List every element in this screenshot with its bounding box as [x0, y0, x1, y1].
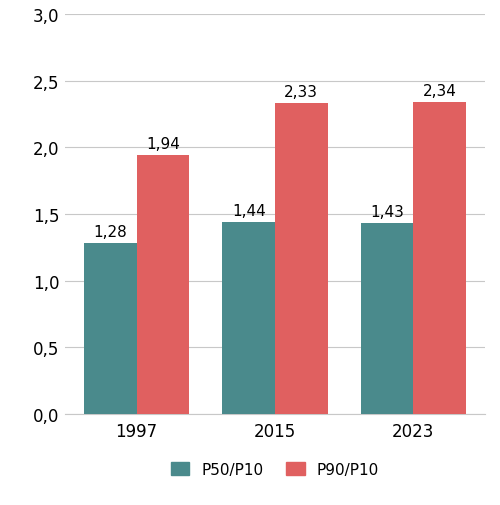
Bar [275, 104, 328, 414]
Text: 2,33: 2,33 [284, 85, 318, 100]
Legend: P50/P10, P90/P10: P50/P10, P90/P10 [171, 462, 379, 477]
Text: 1,94: 1,94 [146, 137, 180, 152]
Text: 2,34: 2,34 [422, 84, 456, 99]
Bar [361, 224, 414, 414]
Bar [136, 156, 189, 414]
Bar [84, 244, 136, 414]
Text: 1,28: 1,28 [94, 225, 128, 240]
Text: 1,44: 1,44 [232, 204, 266, 219]
Bar [222, 223, 275, 414]
Text: 1,43: 1,43 [370, 205, 404, 220]
Bar [414, 103, 466, 414]
